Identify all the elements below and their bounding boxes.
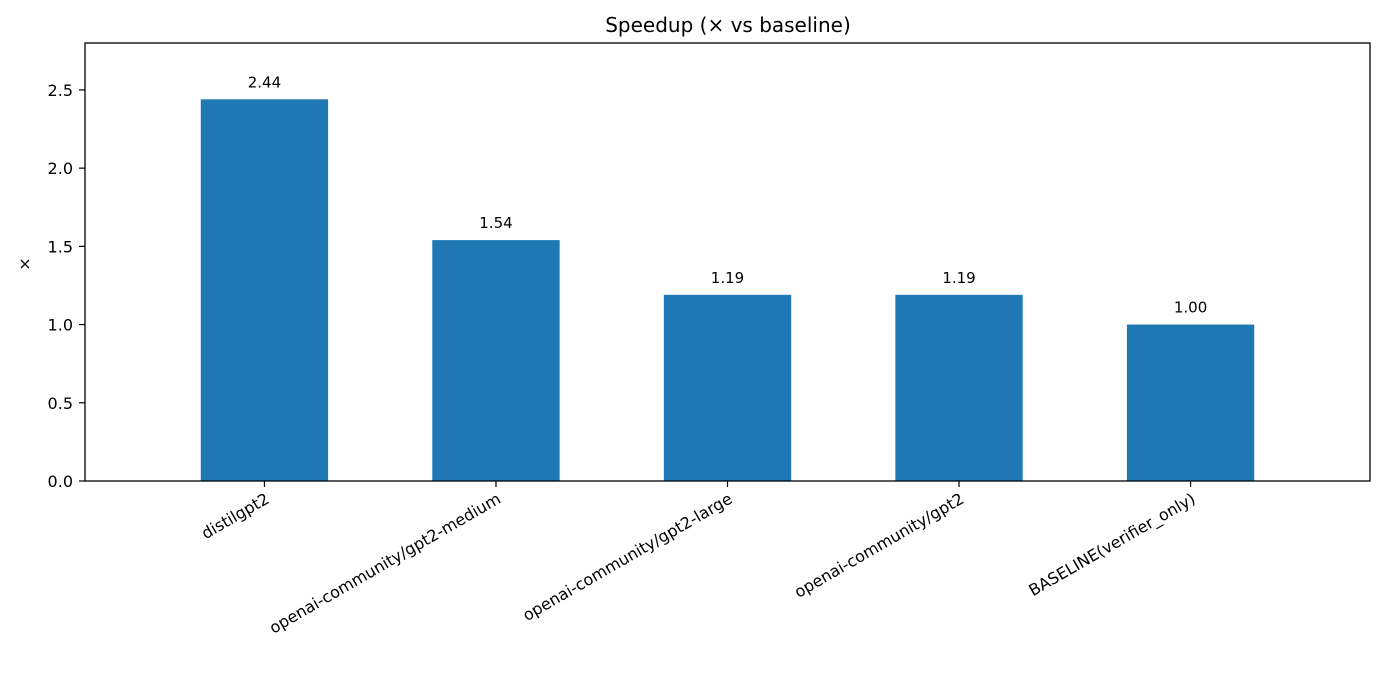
data-label-3: 1.19 [942,269,975,287]
y-tick-label-2: 1.0 [48,316,73,335]
x-tick-label-4: BASELINE(verifier_only) [1025,489,1199,601]
x-tick-label-0: distilgpt2 [198,489,272,543]
bar-4 [1126,324,1255,481]
y-tick-label-1: 0.5 [48,394,73,413]
bar-0 [200,99,329,481]
y-tick-label-4: 2.0 [48,159,73,178]
bar-3 [895,294,1023,481]
plot-frame [84,42,1371,482]
data-label-1: 1.54 [479,214,512,232]
x-tick-label-2: openai-community/gpt2-large [519,489,735,625]
y-tick-label-5: 2.5 [48,81,73,100]
data-label-0: 2.44 [248,73,281,91]
chart-title: Speedup (× vs baseline) [605,13,851,37]
y-axis-label: × [15,257,34,270]
x-tick-label-3: openai-community/gpt2 [791,489,967,602]
bar-1 [432,240,560,481]
y-tick-label-0: 0.0 [48,472,73,491]
data-label-2: 1.19 [711,269,744,287]
y-ticks-layer: 0.0 0.5 1.0 1.5 2.0 2.5 [48,81,85,491]
data-labels-layer: 2.44 1.54 1.19 1.19 1.00 [248,73,1208,316]
data-label-4: 1.00 [1174,299,1207,317]
x-tick-label-1: openai-community/gpt2-medium [266,489,504,637]
bars-layer [200,99,1255,481]
y-tick-label-3: 1.5 [48,237,73,256]
bar-2 [663,294,792,481]
